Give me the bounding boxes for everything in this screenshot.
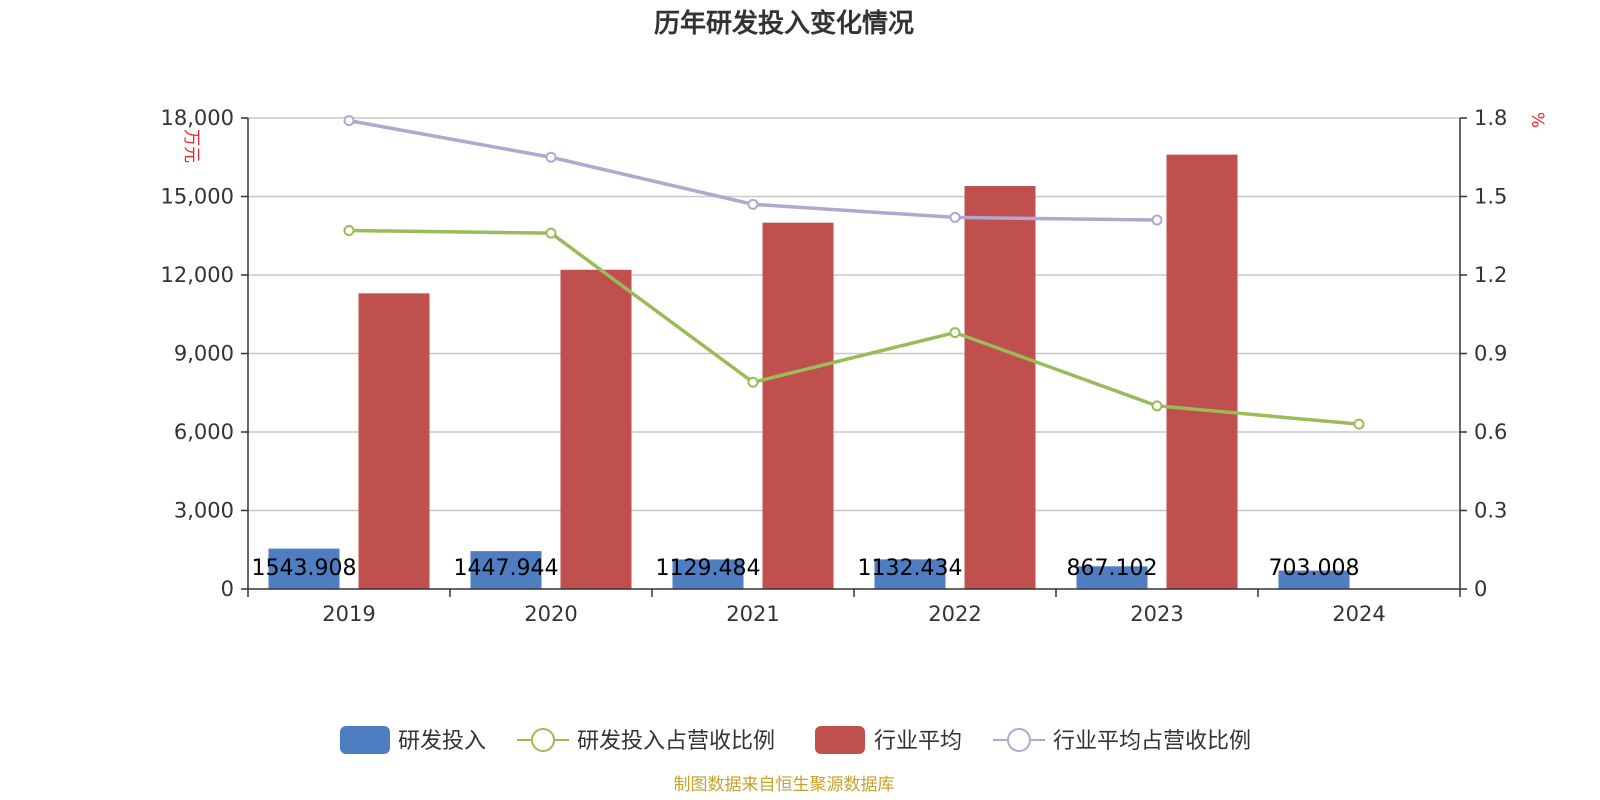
left-axis-ticks: 0 3,000 6,000 9,000 12,000 15,000 18,000 bbox=[161, 106, 249, 601]
right-tick-label: 1.8 bbox=[1474, 106, 1507, 130]
data-label-2019: 1543.908 bbox=[252, 556, 357, 581]
line-point bbox=[747, 376, 759, 388]
legend-label: 研发投入占营收比例 bbox=[577, 729, 775, 754]
line-point bbox=[343, 115, 355, 127]
data-label-2021: 1129.484 bbox=[656, 556, 761, 581]
left-tick-label: 15,000 bbox=[161, 185, 234, 209]
legend-item-3[interactable]: 行业平均 bbox=[815, 726, 962, 754]
legend-label: 行业平均 bbox=[874, 729, 962, 754]
legend-swatch bbox=[815, 726, 865, 754]
data-label-2022: 1132.434 bbox=[858, 556, 963, 581]
legend-swatch bbox=[340, 726, 390, 754]
grid bbox=[248, 117, 1460, 512]
bar-industry-average-2022 bbox=[964, 186, 1036, 590]
left-tick-label: 6,000 bbox=[174, 420, 234, 444]
data-label-2024: 703.008 bbox=[1269, 556, 1360, 581]
left-tick-label: 12,000 bbox=[161, 263, 234, 287]
line-point bbox=[949, 327, 961, 339]
bar-industry-average-2021 bbox=[762, 222, 834, 589]
left-tick-label: 18,000 bbox=[161, 106, 234, 130]
right-tick-label: 0.6 bbox=[1474, 420, 1507, 444]
line-point bbox=[343, 225, 355, 237]
left-axis-unit: 万元 bbox=[181, 129, 201, 163]
line-point bbox=[1353, 418, 1365, 430]
right-tick-label: 0 bbox=[1474, 577, 1487, 601]
bar-rd-investment-2019 bbox=[268, 548, 340, 589]
legend-item-1[interactable]: 研发投入 bbox=[340, 726, 486, 754]
right-tick-label: 0.9 bbox=[1474, 342, 1507, 366]
legend-marker bbox=[531, 728, 555, 752]
left-tick-label: 0 bbox=[221, 577, 234, 601]
legend-label: 行业平均占营收比例 bbox=[1053, 729, 1251, 754]
data-label-2023: 867.102 bbox=[1067, 556, 1158, 581]
line-point bbox=[545, 227, 557, 239]
line-point bbox=[1151, 214, 1163, 226]
x-tick-label: 2023 bbox=[1130, 602, 1183, 626]
source-note: 制图数据来自恒生聚源数据库 bbox=[674, 775, 895, 795]
bar-rd-investment-2024 bbox=[1278, 570, 1350, 589]
bar-rd-investment-2020 bbox=[470, 551, 542, 589]
bar-rd-investment-2021 bbox=[672, 559, 744, 589]
left-tick-label: 9,000 bbox=[174, 342, 234, 366]
bars bbox=[268, 154, 1350, 590]
bar-rd-investment-2023 bbox=[1076, 566, 1148, 589]
chart-title: 历年研发投入变化情况 bbox=[654, 8, 914, 39]
right-tick-label: 0.3 bbox=[1474, 499, 1507, 523]
bar-industry-average-2023 bbox=[1166, 154, 1238, 589]
bar-industry-average-2019 bbox=[358, 293, 430, 589]
legend-marker bbox=[1007, 728, 1031, 752]
right-axis-unit: % bbox=[1527, 112, 1547, 128]
right-tick-label: 1.5 bbox=[1474, 185, 1507, 209]
right-axis-ticks: 0 0.3 0.6 0.9 1.2 1.5 1.8 bbox=[1459, 106, 1507, 601]
x-tick-label: 2019 bbox=[322, 602, 375, 626]
bar-industry-average-2020 bbox=[560, 269, 632, 589]
data-label-2020: 1447.944 bbox=[454, 556, 559, 581]
x-tick-label: 2021 bbox=[726, 602, 779, 626]
x-tick-label: 2022 bbox=[928, 602, 981, 626]
line-point bbox=[747, 198, 759, 210]
legend-item-2[interactable]: 研发投入占营收比例 bbox=[517, 728, 775, 754]
x-tick-label: 2024 bbox=[1332, 602, 1385, 626]
line-rd-ratio bbox=[348, 228, 1360, 426]
lines bbox=[343, 115, 1365, 430]
right-tick-label: 1.2 bbox=[1474, 263, 1507, 287]
line-point bbox=[545, 151, 557, 163]
x-axis: 2019 2020 2021 2022 2023 2024 bbox=[247, 588, 1461, 626]
x-tick-label: 2020 bbox=[524, 602, 577, 626]
left-tick-label: 3,000 bbox=[174, 499, 234, 523]
legend[interactable]: 研发投入 研发投入占营收比例 行业平均 行业平均占营收比例 bbox=[340, 726, 1251, 754]
bar-labels: 1543.908 1447.944 1129.484 1132.434 867.102 7… bbox=[252, 556, 1360, 581]
legend-label: 研发投入 bbox=[398, 729, 486, 754]
line-point bbox=[949, 211, 961, 223]
bar-rd-investment-2022 bbox=[874, 559, 946, 589]
legend-item-4[interactable]: 行业平均占营收比例 bbox=[993, 728, 1251, 754]
line-point bbox=[1151, 400, 1163, 412]
